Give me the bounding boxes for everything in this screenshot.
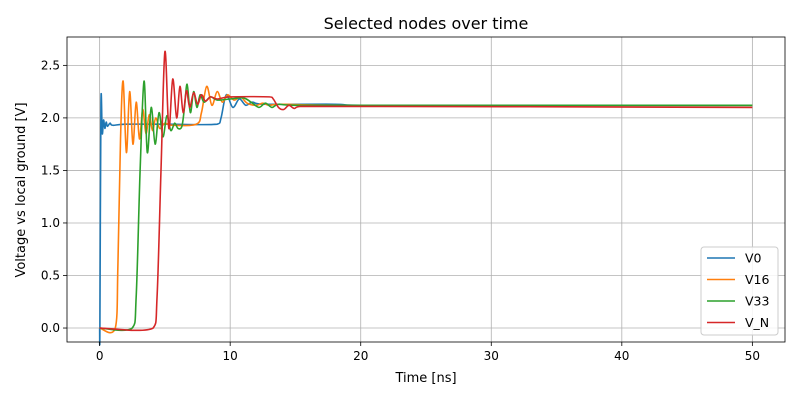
x-tick-label: 30	[484, 349, 499, 363]
y-tick-label: 0.0	[41, 321, 60, 335]
x-tick-label: 20	[353, 349, 368, 363]
y-tick-label: 2.0	[41, 111, 60, 125]
legend-label: V33	[745, 294, 769, 309]
legend-label: V0	[745, 251, 762, 266]
series-line-v0	[98, 92, 753, 346]
y-tick-label: 1.5	[41, 163, 60, 177]
y-tick-label: 0.5	[41, 268, 60, 282]
x-tick-label: 0	[96, 349, 104, 363]
y-axis-label: Voltage vs local ground [V]	[14, 102, 29, 277]
series-line-v-n	[99, 50, 753, 332]
y-tick-label: 1.0	[41, 216, 60, 230]
legend-box	[700, 246, 779, 336]
x-axis-label: Time [ns]	[394, 371, 456, 386]
series-line-v16	[99, 80, 753, 334]
y-tick-label: 2.5	[41, 58, 60, 72]
x-tick-label: 50	[745, 349, 760, 363]
series-line-v33	[99, 80, 753, 332]
legend: V0 V16 V33 V_N	[700, 246, 779, 336]
plot-frame	[66, 36, 786, 343]
grid	[67, 37, 785, 342]
legend-label: V_N	[745, 315, 769, 330]
ticks: 0 10 20 30 40 50 0.0 0.5 1.0 1.5 2.0 2.5	[41, 58, 760, 363]
series-lines	[98, 50, 753, 346]
legend-label: V16	[745, 272, 770, 287]
x-tick-label: 10	[223, 349, 238, 363]
chart-title: Selected nodes over time	[324, 14, 529, 33]
x-tick-label: 40	[614, 349, 629, 363]
